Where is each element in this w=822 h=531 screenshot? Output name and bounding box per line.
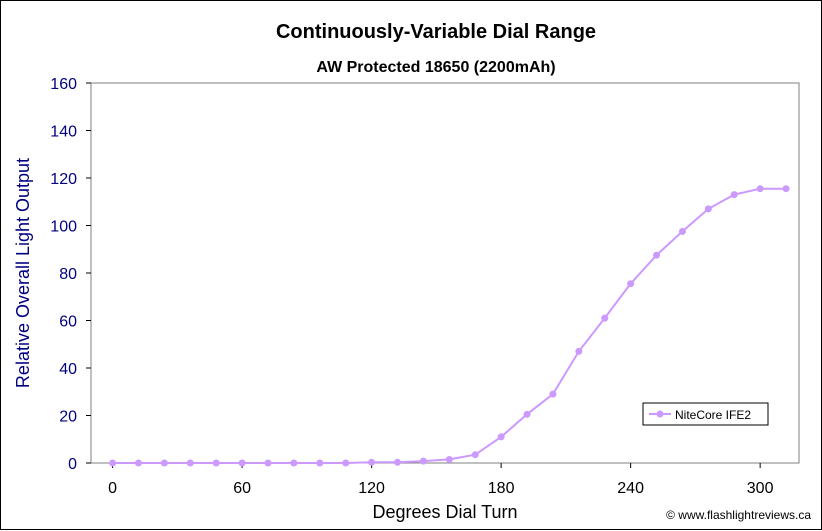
legend-marker: [656, 410, 664, 418]
credit-text: © www.flashlightreviews.ca: [666, 508, 811, 522]
y-tick-label: 0: [68, 456, 77, 473]
data-point: [316, 459, 324, 467]
legend-label: NiteCore IFE2: [675, 408, 751, 422]
x-tick-label: 60: [233, 480, 251, 497]
data-point: [238, 459, 246, 467]
data-point: [264, 459, 272, 467]
data-point: [601, 314, 609, 322]
data-point: [471, 451, 479, 459]
data-point: [549, 390, 557, 398]
data-point: [653, 251, 661, 259]
data-point: [782, 185, 790, 193]
x-axis-label: Degrees Dial Turn: [372, 502, 517, 522]
data-point: [290, 459, 298, 467]
y-tick-label: 120: [50, 171, 77, 188]
data-point: [160, 459, 168, 467]
y-tick-label: 140: [50, 124, 77, 141]
x-tick-label: 120: [358, 480, 385, 497]
data-point: [730, 191, 738, 199]
data-point: [627, 280, 635, 288]
y-tick-label: 160: [50, 76, 77, 93]
legend-box: [642, 402, 769, 426]
data-point: [704, 205, 712, 213]
data-point: [394, 458, 402, 466]
x-tick-label: 0: [108, 480, 117, 497]
y-tick-label: 20: [59, 409, 77, 426]
data-point: [134, 459, 142, 467]
data-point: [186, 459, 194, 467]
data-point: [109, 459, 117, 467]
y-axis: 0 20 40 60 80 100 120 140 160: [50, 76, 91, 473]
data-point: [756, 185, 764, 193]
y-tick-label: 40: [59, 361, 77, 378]
chart-subtitle: AW Protected 18650 (2200mAh): [316, 59, 555, 76]
data-point: [445, 455, 453, 463]
data-point: [575, 347, 583, 355]
y-tick-label: 100: [50, 219, 77, 236]
data-point: [368, 458, 376, 466]
y-tick-label: 80: [59, 266, 77, 283]
x-axis: 0 60 120 180 240 300: [108, 463, 774, 497]
data-point: [497, 433, 505, 441]
data-point: [523, 410, 531, 418]
y-tick-label: 60: [59, 314, 77, 331]
legend: NiteCore IFE2: [642, 402, 769, 426]
x-tick-label: 180: [488, 480, 515, 497]
x-tick-label: 240: [617, 480, 644, 497]
data-point: [212, 459, 220, 467]
x-tick-label: 300: [747, 480, 774, 497]
data-point: [342, 459, 350, 467]
data-point: [419, 457, 427, 465]
series-layer: [109, 185, 790, 467]
chart-title: Continuously-Variable Dial Range: [276, 21, 596, 43]
data-point: [678, 227, 686, 235]
y-axis-label: Relative Overall Light Output: [13, 158, 33, 388]
